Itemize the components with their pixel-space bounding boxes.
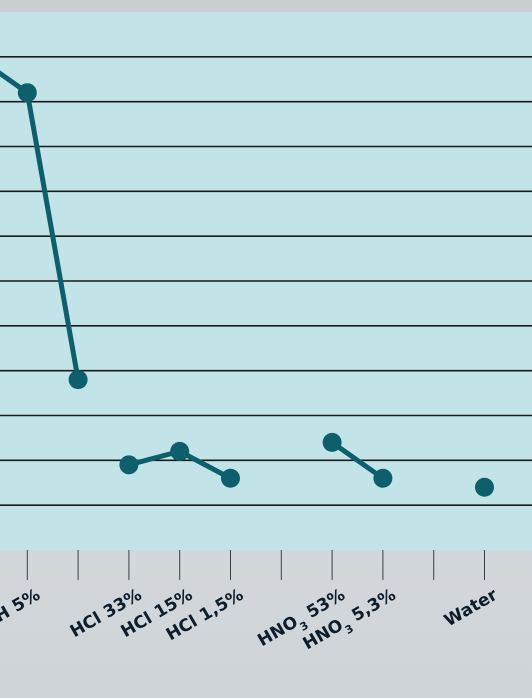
data-point <box>475 477 494 497</box>
tick-label-part: HNO <box>254 612 301 651</box>
tick-label-part: 5,3% <box>343 585 399 629</box>
series-line <box>329 439 386 481</box>
data-point <box>170 441 190 461</box>
tick-label-part: Water <box>441 585 501 631</box>
data-point <box>17 83 37 103</box>
tick-label-part: 53% <box>298 585 348 626</box>
data-point <box>322 432 342 452</box>
x-tick-label: NaOH 5% <box>0 585 44 647</box>
data-point <box>373 468 393 488</box>
x-tick-label: Water <box>441 585 501 631</box>
data-point <box>119 455 139 475</box>
data-point <box>68 370 88 390</box>
data-point <box>221 468 240 488</box>
tick-label-part: NaOH 5% <box>0 585 44 647</box>
